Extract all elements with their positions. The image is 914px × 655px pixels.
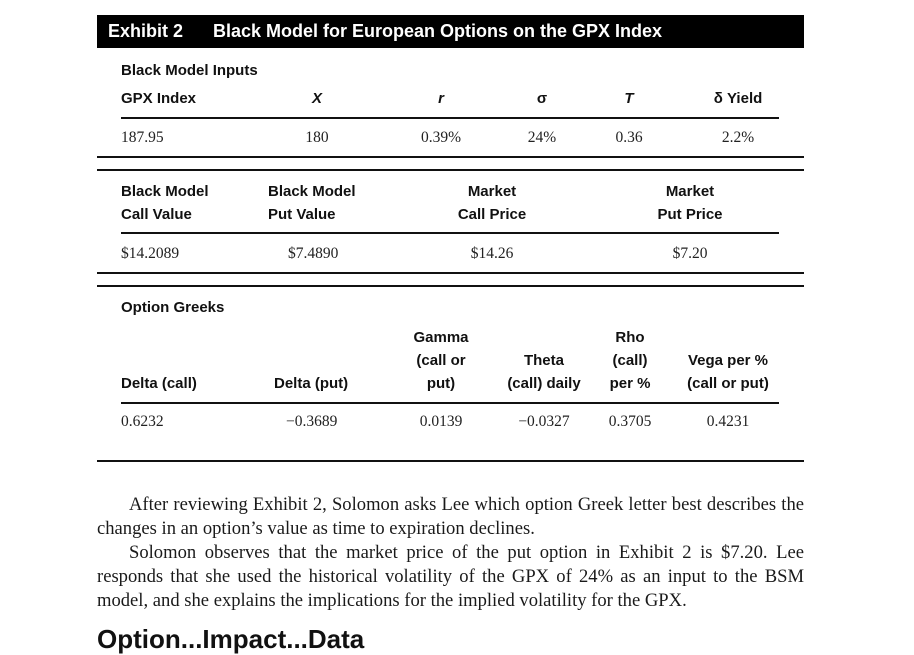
exhibit-title: Black Model for European Options on the …	[213, 21, 663, 41]
section-rule-2a	[97, 272, 804, 274]
greeks-header-vega: Vega per % (call or put)	[687, 352, 769, 392]
values-header-call-value: Black Model Call Value	[121, 183, 209, 223]
paragraph-2: Solomon observes that the market price o…	[97, 542, 804, 611]
inputs-value-delta-yield: 2.2%	[721, 129, 755, 146]
values-header-put-value: Black Model Put Value	[268, 183, 356, 223]
next-section-heading: Option...Impact...Data	[97, 624, 365, 654]
inputs-value-sigma: 24%	[527, 129, 557, 146]
values-call-value: $14.2089	[121, 245, 180, 262]
inputs-header-gpx-index: GPX Index	[121, 90, 197, 107]
greeks-value-rho: 0.3705	[608, 413, 652, 430]
values-header-rule	[121, 232, 779, 234]
body-text: After reviewing Exhibit 2, Solomon asks …	[97, 493, 804, 613]
inputs-header-x: X	[311, 90, 322, 107]
table-bottom-rule	[97, 460, 804, 462]
inputs-header-t: T	[624, 90, 634, 107]
paragraph-1: After reviewing Exhibit 2, Solomon asks …	[97, 494, 804, 539]
inputs-value-x: 180	[305, 129, 329, 146]
greeks-header-delta-put: Delta (put)	[274, 375, 349, 392]
inputs-value-t: 0.36	[615, 129, 643, 146]
inputs-header-r: r	[438, 90, 444, 107]
greeks-value-vega: 0.4231	[706, 413, 750, 430]
exhibit-title-bar: Exhibit 2 Black Model for European Optio…	[97, 15, 804, 48]
inputs-header-delta-yield: δ Yield	[713, 90, 763, 107]
inputs-value-r: 0.39%	[420, 129, 462, 146]
section-rule-1b	[97, 169, 804, 171]
greeks-value-delta-call: 0.6232	[121, 413, 164, 430]
greeks-value-theta: −0.0327	[518, 413, 570, 430]
values-market-put: $7.20	[672, 245, 708, 262]
greeks-header-rule	[121, 402, 779, 404]
inputs-section-label: Black Model Inputs	[121, 62, 258, 79]
exhibit-number: Exhibit 2	[108, 21, 184, 41]
greeks-header-theta: Theta (call) daily	[507, 352, 581, 392]
inputs-header-sigma: σ	[536, 90, 548, 107]
greeks-header-delta-call: Delta (call)	[121, 375, 197, 392]
inputs-header-rule	[121, 117, 779, 119]
greeks-header-rho: Rho (call) per %	[609, 329, 651, 392]
greeks-value-gamma: 0.0139	[419, 413, 463, 430]
greeks-value-delta-put: −0.3689	[286, 413, 338, 430]
section-rule-1a	[97, 156, 804, 158]
values-market-call: $14.26	[470, 245, 514, 262]
values-header-market-call: Market Call Price	[457, 183, 527, 223]
greeks-header-gamma: Gamma (call or put)	[413, 329, 469, 392]
values-put-value: $7.4890	[288, 245, 339, 262]
values-header-market-put: Market Put Price	[657, 183, 723, 223]
inputs-value-gpx-index: 187.95	[121, 129, 164, 146]
greeks-section-label: Option Greeks	[121, 299, 225, 316]
section-rule-2b	[97, 285, 804, 287]
